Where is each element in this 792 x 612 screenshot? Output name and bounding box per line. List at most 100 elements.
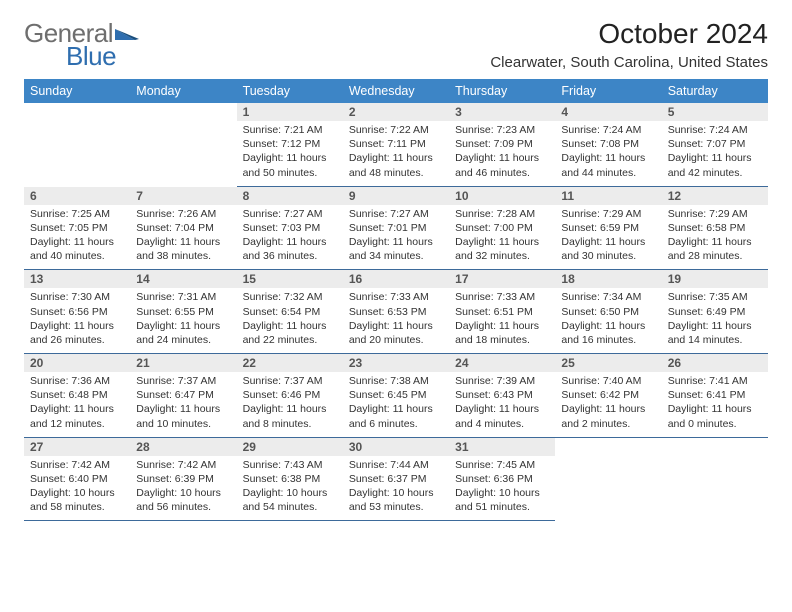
day-details: Sunrise: 7:44 AMSunset: 6:37 PMDaylight:… xyxy=(343,456,449,521)
weekday-label: Monday xyxy=(130,79,236,103)
day-number: 28 xyxy=(130,438,236,456)
day-details: Sunrise: 7:42 AMSunset: 6:40 PMDaylight:… xyxy=(24,456,130,521)
logo-text-blue: Blue xyxy=(66,41,139,72)
logo: GeneralBlue xyxy=(24,18,139,66)
daylight: Daylight: 11 hours and 44 minutes. xyxy=(561,151,655,179)
day-details: Sunrise: 7:35 AMSunset: 6:49 PMDaylight:… xyxy=(662,288,768,353)
sunset: Sunset: 6:53 PM xyxy=(349,305,443,319)
calendar-cell: 31Sunrise: 7:45 AMSunset: 6:36 PMDayligh… xyxy=(449,438,555,522)
daylight: Daylight: 11 hours and 4 minutes. xyxy=(455,402,549,430)
sunrise: Sunrise: 7:45 AM xyxy=(455,458,549,472)
calendar-cell: 26Sunrise: 7:41 AMSunset: 6:41 PMDayligh… xyxy=(662,354,768,438)
sunrise: Sunrise: 7:39 AM xyxy=(455,374,549,388)
sunset: Sunset: 7:01 PM xyxy=(349,221,443,235)
day-number: 1 xyxy=(237,103,343,121)
sunset: Sunset: 6:49 PM xyxy=(668,305,762,319)
daylight: Daylight: 11 hours and 46 minutes. xyxy=(455,151,549,179)
daylight: Daylight: 10 hours and 53 minutes. xyxy=(349,486,443,514)
day-details: Sunrise: 7:28 AMSunset: 7:00 PMDaylight:… xyxy=(449,205,555,270)
daylight: Daylight: 11 hours and 32 minutes. xyxy=(455,235,549,263)
calendar-cell: 29Sunrise: 7:43 AMSunset: 6:38 PMDayligh… xyxy=(237,438,343,522)
sunrise: Sunrise: 7:31 AM xyxy=(136,290,230,304)
daylight: Daylight: 11 hours and 20 minutes. xyxy=(349,319,443,347)
calendar-cell: 8Sunrise: 7:27 AMSunset: 7:03 PMDaylight… xyxy=(237,187,343,271)
calendar-cell xyxy=(555,438,661,522)
calendar-week: 6Sunrise: 7:25 AMSunset: 7:05 PMDaylight… xyxy=(24,187,768,271)
sunrise: Sunrise: 7:42 AM xyxy=(136,458,230,472)
day-number: 31 xyxy=(449,438,555,456)
sunset: Sunset: 6:51 PM xyxy=(455,305,549,319)
calendar-body: 1Sunrise: 7:21 AMSunset: 7:12 PMDaylight… xyxy=(24,103,768,521)
header: GeneralBlue October 2024 Clearwater, Sou… xyxy=(24,18,768,71)
sunset: Sunset: 6:39 PM xyxy=(136,472,230,486)
weekday-label: Friday xyxy=(555,79,661,103)
calendar-week: 1Sunrise: 7:21 AMSunset: 7:12 PMDaylight… xyxy=(24,103,768,187)
sunrise: Sunrise: 7:42 AM xyxy=(30,458,124,472)
sunrise: Sunrise: 7:38 AM xyxy=(349,374,443,388)
sunrise: Sunrise: 7:28 AM xyxy=(455,207,549,221)
daylight: Daylight: 11 hours and 16 minutes. xyxy=(561,319,655,347)
calendar-week: 20Sunrise: 7:36 AMSunset: 6:48 PMDayligh… xyxy=(24,354,768,438)
day-number: 2 xyxy=(343,103,449,121)
day-number: 27 xyxy=(24,438,130,456)
daylight: Daylight: 10 hours and 54 minutes. xyxy=(243,486,337,514)
daylight: Daylight: 11 hours and 36 minutes. xyxy=(243,235,337,263)
sunrise: Sunrise: 7:29 AM xyxy=(561,207,655,221)
calendar-cell: 22Sunrise: 7:37 AMSunset: 6:46 PMDayligh… xyxy=(237,354,343,438)
sunset: Sunset: 7:07 PM xyxy=(668,137,762,151)
day-details: Sunrise: 7:32 AMSunset: 6:54 PMDaylight:… xyxy=(237,288,343,353)
sunset: Sunset: 6:38 PM xyxy=(243,472,337,486)
day-details: Sunrise: 7:43 AMSunset: 6:38 PMDaylight:… xyxy=(237,456,343,521)
day-number: 19 xyxy=(662,270,768,288)
sunrise: Sunrise: 7:24 AM xyxy=(668,123,762,137)
day-number: 5 xyxy=(662,103,768,121)
daylight: Daylight: 11 hours and 28 minutes. xyxy=(668,235,762,263)
daylight: Daylight: 11 hours and 48 minutes. xyxy=(349,151,443,179)
day-details: Sunrise: 7:27 AMSunset: 7:01 PMDaylight:… xyxy=(343,205,449,270)
day-details: Sunrise: 7:33 AMSunset: 6:51 PMDaylight:… xyxy=(449,288,555,353)
day-details: Sunrise: 7:26 AMSunset: 7:04 PMDaylight:… xyxy=(130,205,236,270)
weekday-label: Sunday xyxy=(24,79,130,103)
calendar-cell: 2Sunrise: 7:22 AMSunset: 7:11 PMDaylight… xyxy=(343,103,449,187)
weekday-label: Tuesday xyxy=(237,79,343,103)
day-details: Sunrise: 7:27 AMSunset: 7:03 PMDaylight:… xyxy=(237,205,343,270)
logo-triangle-icon xyxy=(115,25,139,43)
sunrise: Sunrise: 7:41 AM xyxy=(668,374,762,388)
calendar-cell: 30Sunrise: 7:44 AMSunset: 6:37 PMDayligh… xyxy=(343,438,449,522)
sunset: Sunset: 7:00 PM xyxy=(455,221,549,235)
day-number: 26 xyxy=(662,354,768,372)
day-number: 4 xyxy=(555,103,661,121)
day-details: Sunrise: 7:24 AMSunset: 7:08 PMDaylight:… xyxy=(555,121,661,186)
day-number: 17 xyxy=(449,270,555,288)
day-number: 9 xyxy=(343,187,449,205)
sunset: Sunset: 7:04 PM xyxy=(136,221,230,235)
calendar-cell: 18Sunrise: 7:34 AMSunset: 6:50 PMDayligh… xyxy=(555,270,661,354)
sunset: Sunset: 7:12 PM xyxy=(243,137,337,151)
daylight: Daylight: 10 hours and 58 minutes. xyxy=(30,486,124,514)
sunrise: Sunrise: 7:22 AM xyxy=(349,123,443,137)
day-details: Sunrise: 7:39 AMSunset: 6:43 PMDaylight:… xyxy=(449,372,555,437)
sunset: Sunset: 6:43 PM xyxy=(455,388,549,402)
calendar-cell: 27Sunrise: 7:42 AMSunset: 6:40 PMDayligh… xyxy=(24,438,130,522)
calendar-cell: 15Sunrise: 7:32 AMSunset: 6:54 PMDayligh… xyxy=(237,270,343,354)
day-details: Sunrise: 7:37 AMSunset: 6:47 PMDaylight:… xyxy=(130,372,236,437)
sunrise: Sunrise: 7:23 AM xyxy=(455,123,549,137)
day-details: Sunrise: 7:42 AMSunset: 6:39 PMDaylight:… xyxy=(130,456,236,521)
sunset: Sunset: 6:58 PM xyxy=(668,221,762,235)
sunset: Sunset: 6:45 PM xyxy=(349,388,443,402)
calendar-cell: 25Sunrise: 7:40 AMSunset: 6:42 PMDayligh… xyxy=(555,354,661,438)
day-number: 15 xyxy=(237,270,343,288)
calendar-cell: 7Sunrise: 7:26 AMSunset: 7:04 PMDaylight… xyxy=(130,187,236,271)
day-number: 13 xyxy=(24,270,130,288)
daylight: Daylight: 11 hours and 26 minutes. xyxy=(30,319,124,347)
day-number: 24 xyxy=(449,354,555,372)
daylight: Daylight: 11 hours and 18 minutes. xyxy=(455,319,549,347)
sunset: Sunset: 6:48 PM xyxy=(30,388,124,402)
calendar-cell xyxy=(24,103,130,187)
sunset: Sunset: 6:54 PM xyxy=(243,305,337,319)
location: Clearwater, South Carolina, United State… xyxy=(490,54,768,71)
sunset: Sunset: 6:37 PM xyxy=(349,472,443,486)
sunset: Sunset: 7:03 PM xyxy=(243,221,337,235)
calendar-cell: 11Sunrise: 7:29 AMSunset: 6:59 PMDayligh… xyxy=(555,187,661,271)
day-number: 11 xyxy=(555,187,661,205)
